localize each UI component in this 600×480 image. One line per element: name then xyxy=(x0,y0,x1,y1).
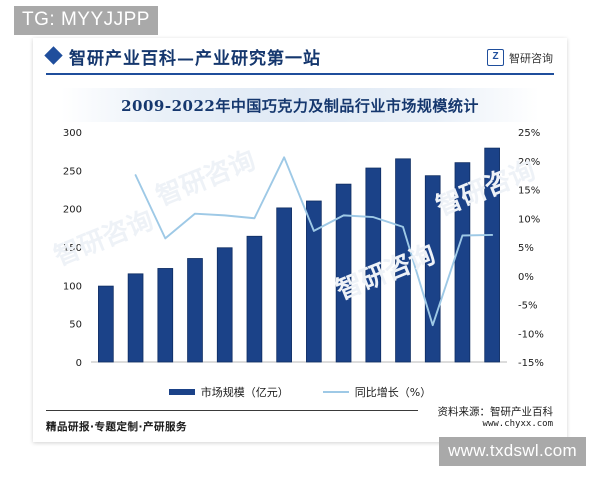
header-divider xyxy=(46,73,554,75)
chart-card: 智研产业百科—产业研究第一站 Z 智研咨询 2009-2022年中国巧克力及制品… xyxy=(33,38,567,442)
x-axis-tick-label-2011: 2011 xyxy=(153,371,178,372)
y-axis-right-tick-label: -10% xyxy=(518,329,544,340)
chart-legend: 市场规模（亿元） 同比增长（%） xyxy=(33,382,567,402)
legend-label-line: 同比增长（%） xyxy=(354,386,432,399)
bar-2020 xyxy=(424,175,441,363)
bar-2019 xyxy=(395,158,411,363)
x-axis-tick-label-2018: 2018 xyxy=(361,371,386,372)
y-axis-right-tick-label: 25% xyxy=(518,128,540,139)
legend-label-bar: 市场规模（亿元） xyxy=(200,386,289,399)
x-axis-tick-label-2019: 2019 xyxy=(390,371,415,372)
top-watermark-tag: TG: MYYJJPP xyxy=(14,6,158,35)
chart-plot-area: 智研咨询 智研咨询 智研咨询 智研咨询 0 50 100 150 200 250 300 -1… xyxy=(33,122,567,372)
bar-2012 xyxy=(187,258,203,363)
legend-item-line: 同比增长（%） xyxy=(322,384,432,400)
bottom-watermark: www.txdswl.com xyxy=(439,437,586,466)
combo-chart-svg: 0 50 100 150 200 250 300 -15% -10% -5% 0% 5% 10% 15% 2… xyxy=(63,128,544,372)
y-axis-right-tick-label: 20% xyxy=(518,157,540,168)
bar-2017 xyxy=(335,183,352,363)
bar-2016 xyxy=(306,200,322,363)
y-axis-right-tick-label: 10% xyxy=(518,214,540,225)
y-axis-left-tick-label: 0 xyxy=(76,358,82,369)
legend-item-bar: 市场规模（亿元） xyxy=(168,384,289,400)
y-axis-left-tick-label: 250 xyxy=(63,166,82,177)
bar-2015 xyxy=(276,207,292,363)
bar-2022 xyxy=(484,147,500,363)
y-axis-left-tick-label: 150 xyxy=(63,243,82,254)
x-axis-tick-label-2016: 2016 xyxy=(301,371,326,372)
y-axis-right-tick-label: 0% xyxy=(518,272,534,283)
footer-source-text: 资料来源：智研产业百科 xyxy=(437,406,554,418)
y-axis-left-tick-label: 100 xyxy=(63,281,82,292)
x-axis-tick-label-2022: 2022 xyxy=(479,371,504,372)
x-axis-tick-label-2010: 2010 xyxy=(123,371,148,372)
x-axis-tick-label-2017: 2017 xyxy=(331,371,356,372)
footer-url[interactable]: www.chyxx.com xyxy=(482,419,553,429)
brand-logo-text: 智研咨询 xyxy=(509,51,553,65)
y-axis-right-tick-label: -5% xyxy=(518,301,537,312)
x-axis-tick-label-2021: 2021 xyxy=(450,371,475,372)
brand-logo: Z 智研咨询 xyxy=(487,49,553,66)
bar-2021 xyxy=(454,162,471,363)
y-axis-left-tick-label: 50 xyxy=(69,320,82,331)
bar-2009 xyxy=(98,285,114,363)
x-axis-tick-label-2013: 2013 xyxy=(212,371,237,372)
footer-services-text: 精品研报·专题定制·产研服务 xyxy=(46,421,187,433)
chart-title-band: 2009-2022年中国巧克力及制品行业市场规模统计 xyxy=(61,88,539,122)
bar-2018 xyxy=(365,167,382,363)
y-axis-left-tick-label: 200 xyxy=(63,205,82,216)
bar-2014 xyxy=(246,235,263,363)
header-title: 智研产业百科—产业研究第一站 xyxy=(69,49,321,69)
y-axis-left-tick-label: 300 xyxy=(63,128,82,139)
y-axis-right-tick-label: 15% xyxy=(518,186,540,197)
x-axis-tick-label-2009: 2009 xyxy=(93,371,118,372)
growth-rate-line xyxy=(134,156,494,327)
x-axis-tick-label-2014: 2014 xyxy=(242,371,267,372)
x-axis-tick-label-2012: 2012 xyxy=(182,371,207,372)
x-axis-tick-label-2015: 2015 xyxy=(271,371,296,372)
legend-swatch-line-icon xyxy=(322,391,349,393)
legend-swatch-bar-icon xyxy=(168,389,195,395)
bar-2010 xyxy=(127,273,144,363)
brand-logo-icon: Z xyxy=(487,49,504,66)
card-header: 智研产业百科—产业研究第一站 Z 智研咨询 xyxy=(33,38,567,75)
diamond-bullet-icon xyxy=(44,46,63,65)
bar-2013 xyxy=(216,247,233,363)
y-axis-right-tick-label: 5% xyxy=(518,243,534,254)
bar-2011 xyxy=(157,268,174,363)
page-title: 2009-2022年中国巧克力及制品行业市场规模统计 xyxy=(121,96,479,115)
y-axis-right-tick-label: -15% xyxy=(518,358,544,369)
x-axis-tick-label-2020: 2020 xyxy=(420,371,445,372)
footer-divider xyxy=(46,410,418,411)
